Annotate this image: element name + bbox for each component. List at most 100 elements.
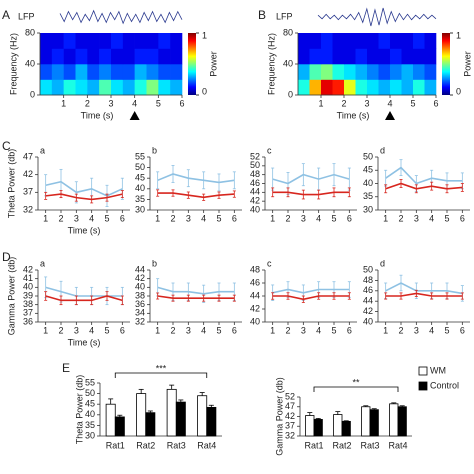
series-line (45, 286, 123, 297)
series-line (45, 180, 123, 197)
event-marker (385, 111, 395, 120)
heatmap-cell (401, 64, 414, 80)
bar (145, 412, 156, 437)
y-tick-label: 42 (135, 273, 145, 283)
heatmap-cell (51, 33, 64, 49)
x-tick-label: 3 (301, 325, 306, 335)
subpanel-label: c (267, 258, 272, 268)
heatmap-cell (355, 33, 368, 49)
heatmap-cell (413, 79, 425, 96)
x-tick-label: 3 (186, 325, 191, 335)
bar (166, 388, 177, 437)
y-tick-label: 37 (23, 308, 33, 318)
heatmap-cell (424, 33, 437, 49)
x-tick-label: 2 (170, 213, 175, 223)
heatmap-cell (424, 64, 437, 80)
heatmap-cell (170, 48, 183, 65)
subpanel-label: c (267, 145, 272, 155)
heatmap-cell (309, 48, 322, 65)
heatmap-cell (332, 64, 345, 80)
x-tick-label: Rat2 (332, 440, 351, 450)
heatmap-cell (170, 33, 183, 49)
y-tick-label: 35 (135, 194, 145, 204)
heatmap-cell (51, 64, 64, 80)
heatmap-cell (321, 64, 333, 80)
y-axis-label: Frequency (Hz) (8, 33, 18, 95)
y-tick-label: 46 (250, 178, 260, 188)
heatmap-cell (309, 33, 322, 49)
heatmap-cell (134, 48, 147, 65)
x-tick-label: 4 (89, 325, 94, 335)
panel-label: D (2, 250, 11, 264)
colorbar (188, 33, 196, 95)
heatmap-cell (344, 33, 356, 49)
x-tick-label: 5 (104, 325, 109, 335)
y-tick-label: 32 (23, 204, 33, 214)
heatmap-cell (367, 64, 379, 80)
x-tick-label: 3 (414, 213, 419, 223)
y-tick-label: 38 (135, 290, 145, 300)
y-tick-label: 30 (135, 204, 145, 214)
x-tick-label: 1 (155, 213, 160, 223)
heatmap-cell (378, 33, 391, 49)
heatmap-cell (298, 79, 310, 96)
y-tick-label: 45 (135, 173, 145, 183)
x-axis-label: Time (s) (68, 225, 101, 235)
lfp-trace (59, 9, 183, 25)
heatmap-cell (367, 48, 379, 65)
panel-label: A (2, 8, 10, 22)
x-axis-label: Time (s) (81, 110, 114, 120)
y-tick-label: 50 (363, 264, 373, 274)
bar (361, 406, 371, 437)
x-tick-label: 2 (285, 325, 290, 335)
x-tick-label: 4 (429, 213, 434, 223)
heatmap-cell (111, 48, 124, 65)
subpanel-label: b (152, 258, 157, 268)
heatmap-cell (390, 79, 402, 96)
heatmap-cell (321, 48, 333, 65)
y-axis-label: Theta Power (db) (74, 375, 84, 445)
subpanel-label: d (380, 145, 385, 155)
x-tick-label: 5 (156, 98, 161, 108)
heatmap-cell (40, 79, 53, 96)
x-tick-label: 6 (232, 213, 237, 223)
x-tick-label: 6 (232, 325, 237, 335)
heatmap-cell (390, 48, 402, 65)
x-tick-label: Rat1 (304, 440, 323, 450)
panel-label: E (62, 361, 70, 375)
x-tick-label: 2 (398, 325, 403, 335)
panel-label: C (2, 139, 11, 153)
heatmap-cell (146, 33, 159, 49)
x-tick-label: 6 (120, 325, 125, 335)
colorbar-tick-label: 1 (456, 30, 461, 40)
colorbar-label: Power (208, 51, 218, 77)
x-tick-label: 2 (58, 325, 63, 335)
heatmap-cell (413, 64, 425, 80)
x-tick-label: 1 (383, 213, 388, 223)
significance-bracket (313, 386, 399, 392)
y-tick-label: 44 (250, 290, 260, 300)
x-tick-label: 6 (433, 98, 438, 108)
colorbar-tick-label: 1 (202, 30, 207, 40)
x-tick-label: Rat4 (388, 440, 407, 450)
heatmap-cell (111, 64, 124, 80)
bar (389, 403, 399, 437)
x-tick-label: 5 (444, 325, 449, 335)
colorbar-tick-label: 0 (456, 86, 461, 96)
y-tick-label: 50 (363, 151, 373, 161)
x-tick-label: Rat3 (360, 440, 379, 450)
heatmap-cell (401, 48, 414, 65)
heatmap-cell (99, 33, 112, 49)
panel-label: B (258, 8, 266, 22)
y-tick-label: 36 (135, 299, 145, 309)
x-tick-label: 3 (108, 98, 113, 108)
x-tick-label: 1 (270, 325, 275, 335)
x-tick-label: 1 (383, 325, 388, 335)
heatmap-cell (111, 79, 124, 96)
x-axis-label: Time (s) (337, 110, 370, 120)
heatmap-cell (87, 64, 100, 80)
bar (197, 395, 208, 437)
heatmap-cell (40, 33, 53, 49)
heatmap-cell (122, 48, 135, 65)
